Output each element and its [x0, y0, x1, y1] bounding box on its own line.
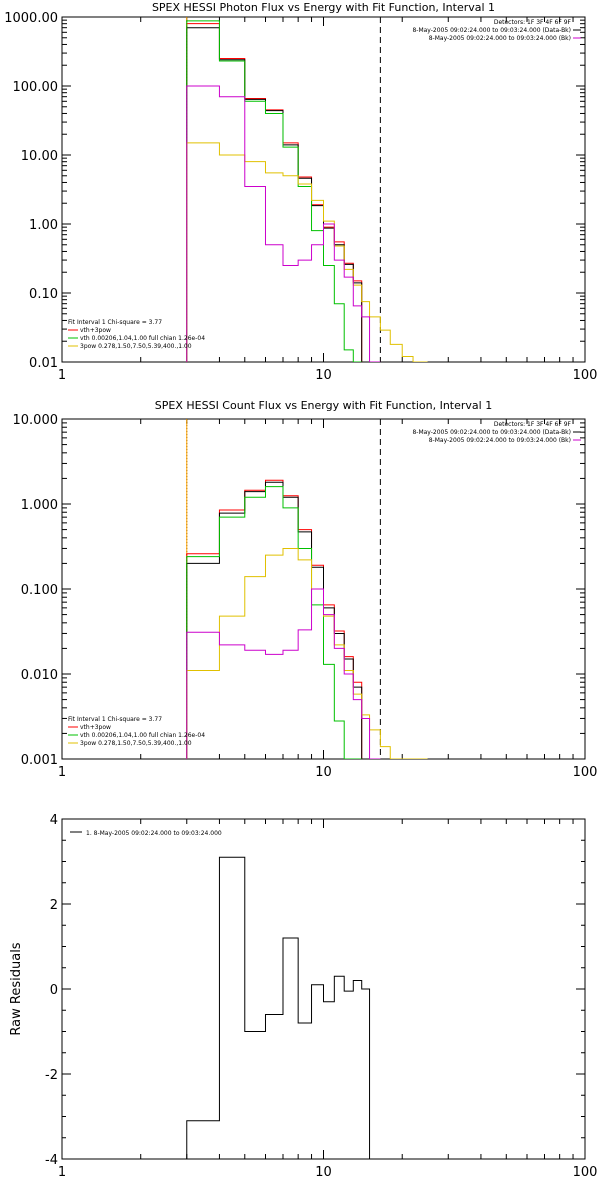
- series-1-line: [186, 27, 363, 362]
- series-4-line: [186, 588, 381, 759]
- y-tick-label: 0.01: [29, 356, 58, 371]
- y-tick-label: 2: [50, 898, 58, 913]
- y-tick-label: 0.001: [21, 753, 58, 768]
- legend-entry: vth 0.00206,1.04,1.00 full chian 1.26e-0…: [80, 335, 205, 342]
- chart-title: SPEX HESSI Photon Flux vs Energy with Fi…: [152, 1, 495, 14]
- legend-entry: vth+3pow: [80, 724, 111, 731]
- series-1-line: [186, 481, 363, 759]
- x-tick-label: 1: [58, 765, 66, 780]
- plot-frame: [61, 16, 586, 363]
- count-flux-panel: SPEX HESSI Count Flux vs Energy with Fit…: [0, 395, 600, 790]
- legend-entry: vth+3pow: [80, 327, 111, 334]
- y-tick-label: 1.00: [29, 218, 58, 233]
- legend-entry: Fit Interval 1 Chi-square = 3.77: [68, 716, 162, 723]
- y-tick-label: 10.000: [13, 413, 59, 428]
- y-axis-label: Raw Residuals: [9, 942, 24, 1035]
- legend-entry: 8-May-2005 09:02:24.000 to 09:03:24.000 …: [412, 429, 571, 436]
- y-tick-label: 0: [50, 983, 58, 998]
- y-tick-label: 1000.00: [4, 11, 58, 26]
- legend-entry: Detectors: 1F 3F 4F 6F 9F: [494, 421, 572, 428]
- y-tick-label: 0.010: [21, 668, 58, 683]
- x-tick-label: 1: [58, 368, 66, 383]
- y-tick-label: 4: [50, 813, 58, 828]
- y-tick-label: -4: [45, 1153, 58, 1168]
- series-2-line: [186, 486, 362, 759]
- y-tick-label: 100.00: [13, 80, 59, 95]
- y-tick-label: 0.100: [21, 583, 58, 598]
- x-tick-label: 100: [573, 1165, 598, 1180]
- chart-title: SPEX HESSI Count Flux vs Energy with Fit…: [155, 399, 492, 412]
- y-tick-label: -2: [45, 1068, 58, 1083]
- series-3-line: [186, 547, 428, 759]
- legend-entry: 3pow 0.278,1.50,7.50,5.39,400.,1.00: [80, 343, 192, 350]
- y-tick-label: 10.00: [21, 149, 58, 164]
- legend-entry: Detectors: 1F 3F 4F 6F 9F: [494, 19, 572, 26]
- x-tick-label: 10: [315, 368, 332, 383]
- legend-entry: vth 0.00206,1.04,1.00 full chian 1.26e-0…: [80, 732, 205, 739]
- series-0-line: [186, 479, 363, 759]
- legend-entry: 1. 8-May-2005 09:02:24.000 to 09:03:24.0…: [86, 830, 222, 837]
- x-tick-label: 1: [58, 1165, 66, 1180]
- residuals-panel: 1 10 100 4 2 0 -2 -4 Raw Residuals 1. 8-May-2005 …: [0, 805, 600, 1200]
- legend-entry: Fit Interval 1 Chi-square = 3.77: [68, 319, 162, 326]
- legend-entry: 8-May-2005 09:02:24.000 to 09:03:24.000 …: [412, 27, 571, 34]
- legend-entry: 8-May-2005 09:02:24.000 to 09:03:24.000 …: [429, 437, 571, 444]
- photon-flux-chart: SPEX HESSI Photon Flux vs Energy with Fi…: [4, 1, 598, 383]
- series-0-line: [186, 23, 363, 362]
- count-flux-chart: SPEX HESSI Count Flux vs Energy with Fit…: [13, 399, 598, 780]
- y-tick-label: 1.000: [21, 498, 58, 513]
- series-4-line: [186, 85, 381, 362]
- legend-entry: 8-May-2005 09:02:24.000 to 09:03:24.000 …: [429, 35, 571, 42]
- x-tick-label: 10: [315, 765, 332, 780]
- x-tick-label: 100: [573, 368, 598, 383]
- legend-entry: 3pow 0.278,1.50,7.50,5.39,400.,1.00: [80, 740, 192, 747]
- x-tick-label: 100: [573, 765, 598, 780]
- series-3-line: [186, 142, 428, 362]
- residuals-chart: 1 10 100 4 2 0 -2 -4 Raw Residuals 1. 8-May-2005 …: [9, 813, 598, 1180]
- x-tick-label: 10: [315, 1165, 332, 1180]
- y-tick-label: 0.10: [29, 287, 58, 302]
- series-2-line: [186, 20, 362, 362]
- photon-flux-panel: SPEX HESSI Photon Flux vs Energy with Fi…: [0, 0, 600, 385]
- series-0-line: [186, 856, 371, 1159]
